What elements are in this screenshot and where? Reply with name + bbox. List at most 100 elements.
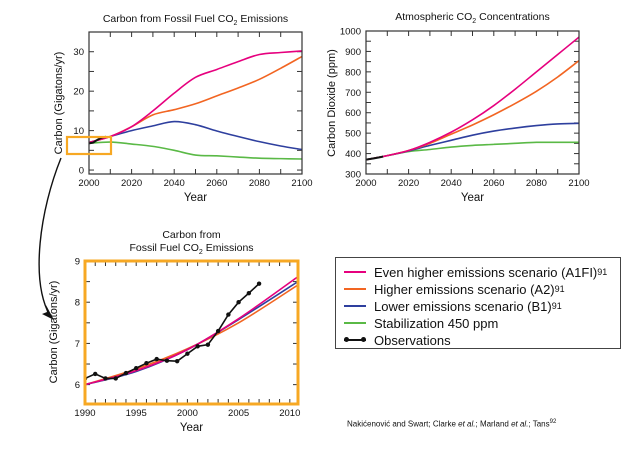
observation-point — [164, 358, 170, 363]
title-text: Emissions — [203, 242, 254, 254]
series-line-a1fi — [366, 36, 579, 161]
legend-swatch — [344, 271, 366, 273]
observation-point — [236, 300, 241, 305]
y-tick-label: 700 — [345, 88, 361, 99]
legend-swatch — [344, 337, 366, 342]
series-line-a1fi — [89, 50, 302, 144]
citation-text: ; Tans — [528, 419, 550, 429]
observation-point — [174, 358, 180, 364]
observations-line — [85, 283, 260, 380]
legend-label: Lower emissions scenario (B1) — [374, 298, 552, 314]
x-tick-label: 2040 — [441, 178, 462, 189]
source-citation: Nakićenović and Swart; Clarke et al.; Ma… — [347, 419, 556, 429]
y-axis-label: Carbon (Gigatons/yr) — [53, 52, 65, 155]
chart-title: Carbon from — [162, 229, 221, 241]
legend: Even higher emissions scenario (A1FI) 91 H… — [335, 257, 621, 349]
observation-point — [226, 312, 231, 317]
y-tick-label: 10 — [73, 126, 84, 137]
observation-point — [256, 281, 262, 286]
legend-marker — [344, 337, 349, 342]
x-tick-label: 2010 — [279, 408, 300, 419]
observation-point — [195, 344, 200, 349]
observation-point — [134, 365, 139, 371]
series-line-s450 — [366, 141, 579, 161]
x-tick-label: 2080 — [526, 178, 547, 189]
observation-point — [103, 376, 108, 381]
x-tick-label: 2080 — [249, 178, 270, 189]
legend-item-a2: Higher emissions scenario (A2) 91 — [336, 281, 565, 297]
x-tick-label: 2000 — [355, 178, 376, 189]
observation-point — [185, 351, 190, 356]
observation-point — [205, 342, 211, 347]
title-text: Carbon from Fossil Fuel CO — [103, 13, 234, 25]
legend-reference: 91 — [554, 284, 565, 294]
title-text: Concentrations — [476, 11, 550, 23]
legend-label: Stabilization 450 ppm — [374, 315, 499, 331]
legend-label: Observations — [374, 332, 451, 348]
plot-area — [85, 276, 298, 386]
y-tick-label: 900 — [345, 47, 361, 58]
x-tick-label: 1990 — [74, 408, 95, 419]
chart-concentrations: Atmospheric CO2 Concentrations 2000 2020 20… — [326, 11, 590, 204]
chart-title: Atmospheric CO2 Concentrations — [395, 11, 549, 25]
x-tick-label: 2060 — [206, 178, 227, 189]
y-tick-label: 30 — [73, 47, 84, 58]
observation-point — [144, 361, 149, 366]
legend-swatch — [344, 288, 366, 290]
citation-etal: et al. — [511, 419, 529, 429]
legend-item-b1: Lower emissions scenario (B1) 91 — [336, 298, 562, 314]
chart-emissions: Carbon from Fossil Fuel CO2 Emissions 200… — [53, 13, 313, 204]
x-tick-label: 2020 — [121, 178, 142, 189]
y-tick-label: 20 — [73, 87, 84, 98]
x-tick-label: 2040 — [164, 178, 185, 189]
chart-title: Fossil Fuel CO2 Emissions — [129, 242, 253, 256]
y-tick-label: 7 — [75, 339, 80, 350]
plot-area — [89, 50, 302, 160]
x-tick-label: 2005 — [228, 408, 249, 419]
x-tick-label: 2000 — [177, 408, 198, 419]
arrow-head-icon — [42, 305, 54, 320]
citation-etal: et al. — [458, 419, 476, 429]
y-tick-label: 600 — [345, 108, 361, 119]
title-text: Fossil Fuel CO — [129, 242, 198, 254]
x-tick-label: 2000 — [78, 178, 99, 189]
title-text: Emissions — [237, 13, 288, 25]
y-tick-label: 9 — [75, 257, 80, 268]
legend-label: Even higher emissions scenario (A1FI) — [374, 264, 598, 280]
title-text: Atmospheric CO — [395, 11, 472, 23]
title-subscript: 2 — [234, 20, 238, 27]
y-tick-label: 6 — [75, 380, 80, 391]
x-axis-label: Year — [184, 192, 207, 204]
zoom-arrow — [38, 157, 62, 317]
legend-reference: 91 — [597, 267, 608, 277]
observation-point — [246, 290, 252, 296]
observation-point — [215, 328, 221, 334]
zoom-highlight-box — [65, 135, 113, 156]
chart-title: Carbon from Fossil Fuel CO2 Emissions — [103, 13, 288, 27]
x-axis-label: Year — [461, 192, 484, 204]
series-line-a1fi — [85, 276, 298, 386]
y-tick-label: 1000 — [340, 27, 361, 38]
title-subscript: 2 — [199, 249, 203, 256]
y-tick-label: 8 — [75, 298, 80, 309]
title-subscript: 2 — [472, 18, 476, 25]
observations-line — [366, 155, 384, 161]
observation-point — [154, 356, 159, 362]
x-tick-label: 2020 — [398, 178, 419, 189]
x-axis-label: Year — [180, 422, 203, 434]
legend-label: Higher emissions scenario (A2) — [374, 281, 555, 297]
y-axis-label: Carbon (Gigatons/yr) — [48, 281, 60, 384]
legend-marker — [361, 337, 366, 342]
x-tick-label: 2100 — [291, 178, 312, 189]
observation-point — [113, 376, 118, 381]
y-axis-label: Carbon Dioxide (ppm) — [326, 49, 338, 157]
legend-swatch — [344, 322, 366, 324]
series-line-b1 — [89, 120, 302, 151]
y-tick-label: 400 — [345, 149, 361, 160]
plot-frame — [88, 31, 303, 175]
citation-text: ; Marland — [475, 419, 512, 429]
y-tick-label: 800 — [345, 67, 361, 78]
observation-point — [123, 370, 129, 376]
legend-item-s450: Stabilization 450 ppm — [336, 315, 498, 331]
